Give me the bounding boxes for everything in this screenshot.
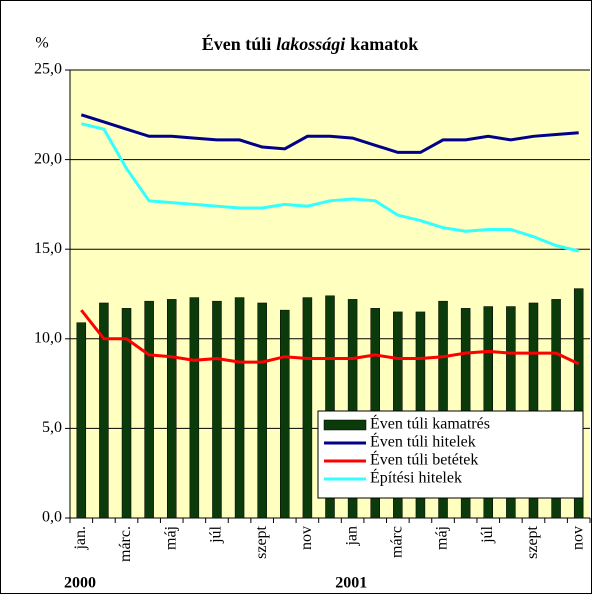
x-tick-label: szept (524, 525, 541, 558)
legend-swatch (323, 419, 367, 431)
bar (166, 299, 177, 519)
bar (257, 302, 267, 519)
legend-label: Építési hitelek (370, 468, 462, 487)
legend-label: Éven túli kamatrés (370, 414, 490, 433)
line (80, 113, 579, 154)
bar (325, 295, 335, 519)
x-tick-label: márc. (117, 526, 134, 562)
x-tick-label: máj (162, 526, 179, 550)
bar (212, 300, 222, 519)
bar (528, 302, 539, 519)
title-part: kamatok (350, 34, 418, 54)
legend-label: Éven túli hitelek (370, 432, 476, 451)
y-tick-label: 5,0 (42, 419, 62, 436)
x-tick-label: júl (208, 525, 225, 543)
x-tick-label: jan. (72, 526, 89, 551)
bar (302, 297, 313, 519)
x-tick-label: nov (298, 526, 315, 550)
x-tick-label: jan (343, 526, 360, 547)
bar (280, 309, 290, 519)
bar (347, 299, 358, 519)
line (80, 309, 580, 366)
bar (438, 300, 448, 519)
title-part: lakossági (276, 34, 345, 54)
bar (573, 288, 584, 519)
x-tick-label: máj (434, 526, 451, 550)
line (80, 122, 580, 253)
x-tick-label: júl (479, 525, 496, 543)
year-label: 2000 (64, 575, 96, 592)
y-tick-label: 10,0 (34, 329, 62, 346)
y-tick-label: 0,0 (42, 509, 62, 526)
bar (189, 297, 200, 519)
title-part: Éven túli (202, 33, 272, 54)
y-tick-label: 20,0 (34, 150, 62, 167)
bar (234, 297, 245, 519)
bar (144, 300, 154, 519)
y-axis-label: % (35, 35, 48, 52)
x-tick-label: márc (388, 526, 405, 558)
bar (551, 299, 561, 519)
x-tick-label: nov (569, 526, 586, 550)
y-tick-label: 15,0 (34, 240, 62, 257)
bar (121, 308, 132, 519)
year-label: 2001 (335, 575, 367, 592)
y-tick-label: 25,0 (34, 61, 62, 78)
x-tick-label: szept (253, 525, 270, 558)
bar (76, 322, 87, 519)
legend-label: Éven túli betétek (370, 450, 478, 469)
chart-title: Éven túli lakossági kamatok (202, 33, 419, 54)
bar (99, 302, 109, 519)
